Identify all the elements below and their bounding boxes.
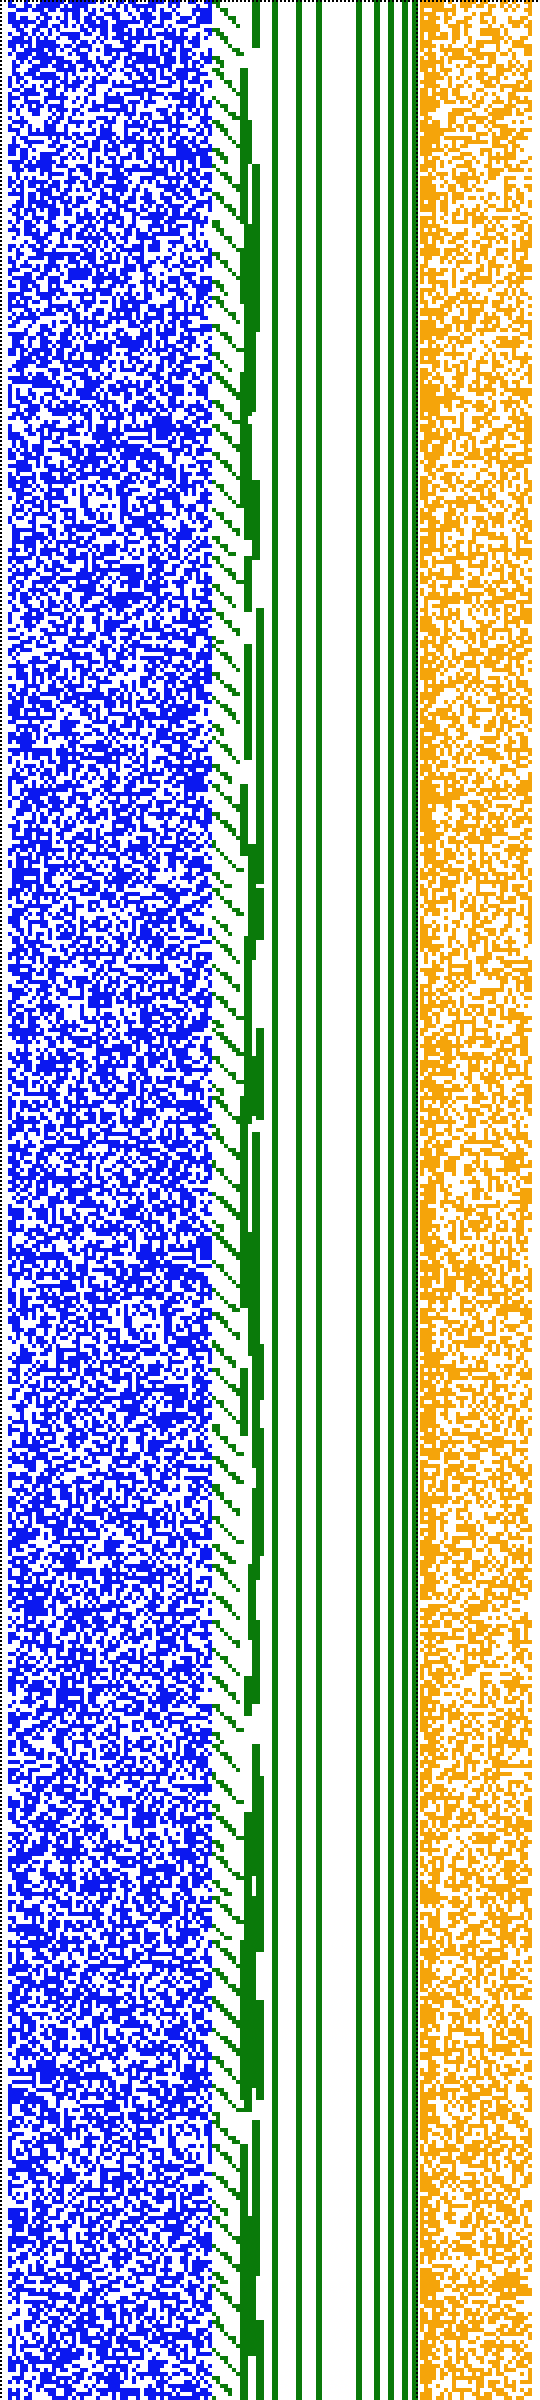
green-bar-1	[272, 0, 278, 2400]
green-bar-6	[388, 0, 394, 2400]
green-vertical-bars	[272, 0, 418, 2400]
green-staircase-cells	[212, 0, 264, 2400]
green-bar-8	[412, 0, 418, 2400]
green-bar-3	[316, 0, 322, 2400]
blue-noise-cells	[8, 0, 212, 2400]
green-bar-2	[296, 0, 302, 2400]
green-bar-7	[402, 0, 408, 2400]
green-staircase	[212, 0, 264, 2400]
orange-noise-cells	[420, 0, 532, 2400]
green-bar-5	[374, 0, 380, 2400]
green-bar-4	[356, 0, 362, 2400]
blue-noise-block	[8, 0, 212, 2400]
orange-noise-block	[420, 0, 532, 2400]
